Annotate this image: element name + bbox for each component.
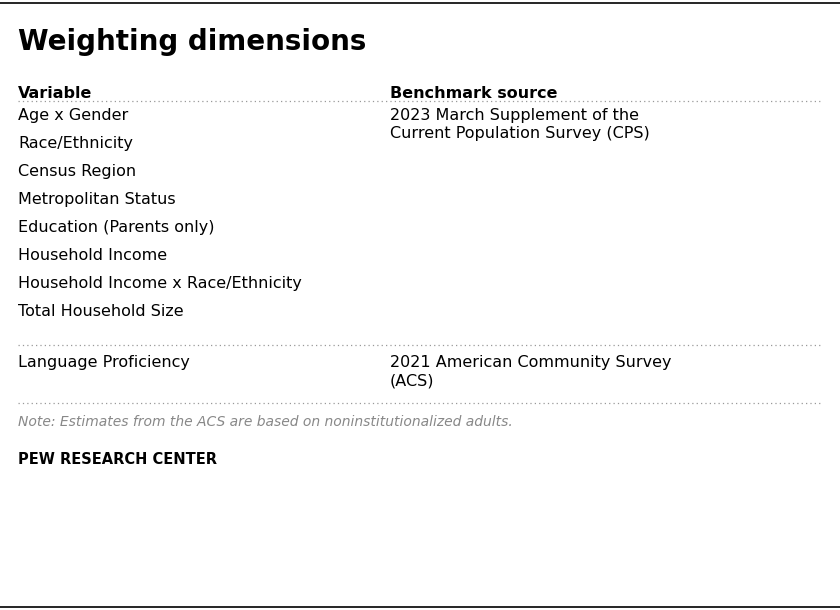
Text: Household Income: Household Income: [18, 248, 167, 263]
Text: Variable: Variable: [18, 86, 92, 101]
Text: Weighting dimensions: Weighting dimensions: [18, 28, 366, 56]
Text: Metropolitan Status: Metropolitan Status: [18, 192, 176, 207]
Text: Benchmark source: Benchmark source: [390, 86, 558, 101]
Text: Total Household Size: Total Household Size: [18, 304, 184, 319]
Text: Household Income x Race/Ethnicity: Household Income x Race/Ethnicity: [18, 276, 302, 291]
Text: Language Proficiency: Language Proficiency: [18, 355, 190, 370]
Text: Note: Estimates from the ACS are based on noninstitutionalized adults.: Note: Estimates from the ACS are based o…: [18, 415, 512, 429]
Text: Education (Parents only): Education (Parents only): [18, 220, 214, 235]
Text: (ACS): (ACS): [390, 373, 434, 388]
Text: 2021 American Community Survey: 2021 American Community Survey: [390, 355, 671, 370]
Text: Current Population Survey (CPS): Current Population Survey (CPS): [390, 126, 650, 141]
Text: Race/Ethnicity: Race/Ethnicity: [18, 136, 133, 151]
Text: Age x Gender: Age x Gender: [18, 108, 129, 123]
Text: 2023 March Supplement of the: 2023 March Supplement of the: [390, 108, 639, 123]
Text: Census Region: Census Region: [18, 164, 136, 179]
Text: PEW RESEARCH CENTER: PEW RESEARCH CENTER: [18, 452, 217, 467]
